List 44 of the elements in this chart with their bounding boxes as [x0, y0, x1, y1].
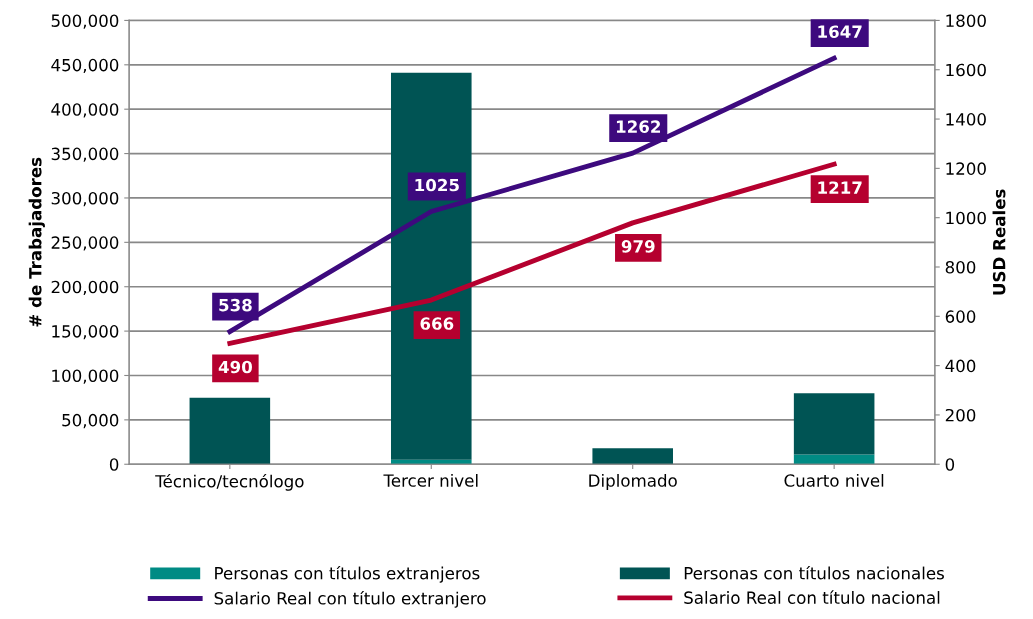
- y-tick-label: 100,000: [52, 369, 119, 384]
- data-label: 1025: [415, 178, 459, 192]
- y-tick-label: 50,000: [62, 413, 119, 429]
- bar: [390, 459, 472, 465]
- y-tick-label: 0: [109, 458, 119, 471]
- y2-tick-label: 1200: [946, 162, 986, 175]
- y2-tick-label: 600: [945, 310, 976, 323]
- data-label: 1262: [616, 120, 661, 133]
- y-tick-label: 300,000: [51, 191, 119, 207]
- data-label: 1647: [818, 25, 862, 38]
- x-tick-label: Tercer nivel: [383, 473, 478, 487]
- x-tick-label: Cuarto nivel: [784, 473, 884, 487]
- y-tick-label: 500,000: [51, 14, 119, 29]
- y-tick-label: 150,000: [52, 325, 119, 340]
- bar: [793, 454, 875, 465]
- y2-tick-label: 1800: [946, 14, 986, 27]
- y-tick-label: 450,000: [51, 58, 119, 74]
- legend-label: Personas con títulos extranjeros: [215, 565, 480, 583]
- x-tick-label: Diplomado: [589, 473, 677, 491]
- y2-tick-label: 1000: [946, 211, 986, 225]
- y2-tick-label: 1600: [946, 63, 986, 77]
- y2-tick-label: 0: [945, 458, 955, 471]
- y2-axis-title: USD Reales: [992, 189, 1006, 295]
- data-label: 490: [218, 360, 252, 374]
- x-tick-label: Técnico/tecnólogo: [155, 473, 304, 491]
- y-axis-title: # de Trabajadores: [28, 157, 45, 327]
- data-label: 666: [420, 317, 454, 330]
- y-tick-label: 350,000: [51, 147, 119, 162]
- bar: [793, 393, 875, 455]
- y-tick-label: 250,000: [51, 236, 119, 251]
- y2-tick-label: 200: [945, 408, 976, 422]
- bar: [592, 448, 673, 465]
- y2-tick-label: 800: [945, 260, 976, 274]
- y2-tick-label: 400: [945, 359, 976, 373]
- data-label: 538: [219, 298, 252, 312]
- legend-label: Salario Real con título nacional: [684, 590, 940, 604]
- legend-label: Personas con títulos nacionales: [684, 565, 944, 580]
- bar: [189, 397, 271, 465]
- y-tick-label: 400,000: [51, 103, 119, 118]
- y2-tick-label: 1400: [946, 113, 986, 126]
- y-tick-label: 200,000: [51, 280, 119, 295]
- legend-label: Salario Real con título extranjero: [214, 591, 486, 608]
- data-label: 1217: [818, 181, 862, 194]
- data-label: 979: [621, 240, 655, 253]
